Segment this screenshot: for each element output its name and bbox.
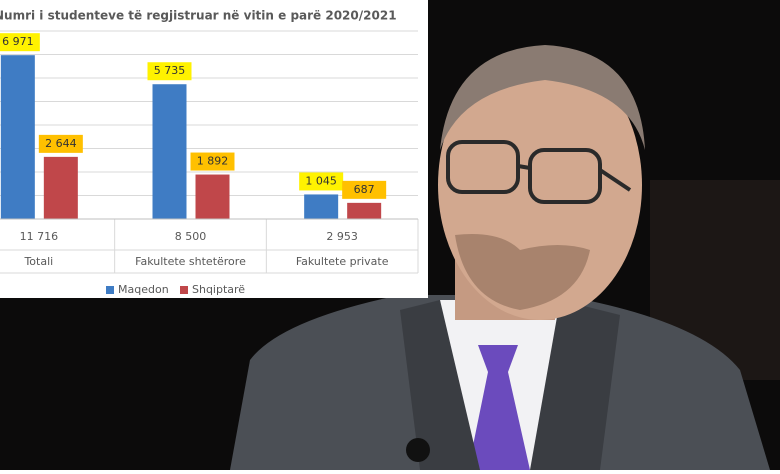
value-label-box — [190, 152, 235, 171]
bar — [195, 174, 230, 219]
value-label: 1 892 — [197, 155, 229, 168]
value-label: 5 735 — [154, 64, 186, 77]
bar — [304, 194, 339, 219]
bar — [152, 84, 187, 219]
category-total: 8 500 — [175, 230, 207, 243]
value-label-box — [147, 62, 192, 81]
category-total: 11 716 — [20, 230, 59, 243]
x-tick-label: Fakultete private — [296, 255, 389, 268]
legend-label: Maqedon — [118, 283, 169, 296]
value-label-box — [342, 180, 387, 199]
value-label-box — [38, 134, 83, 153]
value-label-box — [0, 33, 40, 52]
legend-swatch — [180, 286, 188, 294]
value-label-box — [299, 172, 344, 191]
value-label: 687 — [354, 183, 375, 196]
x-tick-label: Fakultete shtetërore — [135, 255, 246, 268]
legend-label: Shqiptarë — [192, 283, 245, 296]
bar — [43, 156, 78, 219]
value-label: 1 045 — [305, 174, 337, 187]
bar — [347, 202, 382, 219]
chart: Numri i studenteve të regjistruar në vit… — [0, 9, 419, 296]
value-label: 2 644 — [45, 137, 77, 150]
chart-title: Numri i studenteve të regjistruar në vit… — [0, 9, 397, 23]
x-tick-label: Totali — [23, 255, 53, 268]
bar — [0, 55, 35, 219]
value-label: 6 971 — [2, 35, 34, 48]
category-total: 2 953 — [326, 230, 358, 243]
legend-swatch — [106, 286, 114, 294]
person — [230, 45, 770, 470]
